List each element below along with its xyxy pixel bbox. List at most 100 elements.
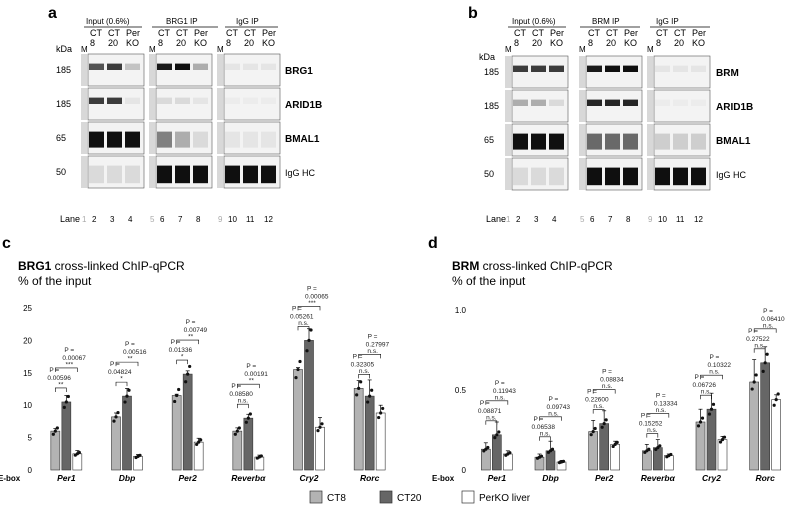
blot-band (531, 99, 546, 106)
sig-mark: ** (58, 381, 64, 388)
bar (642, 450, 652, 471)
category-label: Per1 (488, 473, 507, 483)
data-point (186, 372, 190, 376)
mw-marker: 185 (484, 101, 499, 111)
y-tick-label: 0.5 (455, 386, 467, 395)
p-label: P = (231, 383, 241, 390)
data-point (173, 399, 177, 404)
blot-band (125, 131, 140, 148)
lane-label-bottom: KO (126, 38, 139, 48)
marker-lane (149, 156, 155, 188)
blot-band (623, 167, 638, 186)
blot-band (125, 165, 140, 184)
lane-label-top: Per (692, 28, 706, 38)
data-point (116, 411, 120, 415)
blot-band (89, 131, 104, 148)
data-point (593, 426, 597, 431)
legend-swatch (379, 490, 393, 504)
blot-band (107, 63, 122, 70)
blot-band (605, 133, 620, 150)
marker-lane (505, 56, 511, 88)
marker-lane-label: M (647, 45, 654, 54)
p-label: P = (368, 333, 378, 340)
p-label: P = (641, 413, 651, 420)
data-point (763, 361, 767, 365)
bar (706, 408, 717, 471)
marker-lane-label: M (149, 45, 156, 54)
p-value: 0.22600 (585, 397, 609, 404)
p-label: P = (186, 319, 196, 326)
sig-bracket (237, 403, 249, 409)
p-value: 0.27997 (366, 341, 390, 348)
data-point (320, 422, 324, 426)
blot-target-label: ARID1B (285, 100, 322, 111)
data-point (550, 447, 555, 451)
blot-band (673, 99, 688, 106)
western-blot-a: Input (0.6%) BRG1 IP IgG IP MCT8CT20PerK… (56, 17, 322, 224)
blot-target-label: BMAL1 (716, 136, 751, 147)
p-label: P = (292, 305, 302, 312)
category-label: Reverbα (231, 473, 266, 483)
data-point (355, 393, 359, 397)
data-point (754, 373, 758, 377)
data-point (112, 419, 116, 423)
data-point (55, 426, 59, 430)
bar (771, 399, 781, 471)
data-point (379, 411, 383, 415)
marker-lane (505, 158, 511, 190)
sig-mark: n.s. (709, 369, 720, 376)
data-point (123, 400, 127, 404)
sig-mark: ** (249, 378, 255, 385)
bar (171, 395, 182, 471)
category-label: Rorc (755, 473, 775, 483)
blot-band (261, 97, 276, 104)
data-point (604, 418, 608, 422)
header-igg-b: IgG IP (656, 17, 679, 26)
bar (232, 430, 243, 471)
data-point (359, 380, 363, 384)
y-tick-label: 0 (28, 466, 33, 475)
sig-bracket (176, 359, 188, 365)
p-value: 0.00516 (123, 349, 147, 356)
data-point (357, 386, 361, 390)
lane-word-a: Lane (60, 214, 80, 224)
marker-lane (505, 124, 511, 156)
blot-band (261, 165, 276, 184)
blot-band (157, 63, 172, 70)
data-point (307, 338, 311, 342)
bar (760, 362, 770, 471)
blot-band (549, 167, 564, 186)
data-point (114, 415, 118, 419)
blot-band (513, 133, 528, 150)
sig-mark: n.s. (647, 427, 658, 434)
p-label: P = (110, 361, 120, 368)
mw-marker: 50 (56, 167, 66, 177)
blot-band (175, 165, 190, 184)
sig-mark: n.s. (540, 430, 551, 437)
data-point (698, 420, 703, 424)
lane-number: 9 (648, 215, 653, 224)
blot-band (175, 97, 190, 104)
blot-band (513, 65, 528, 72)
data-point (486, 445, 490, 450)
lane-label-bottom: 8 (514, 38, 519, 48)
sig-mark: ** (188, 334, 194, 341)
lane-number: 6 (160, 215, 165, 224)
lane-number: 7 (178, 215, 183, 224)
p-label: P = (480, 400, 490, 407)
p-value: 0.08871 (478, 408, 502, 415)
lane-label-bottom: 8 (226, 38, 231, 48)
data-point (296, 367, 300, 372)
p-value: 0.13334 (654, 401, 678, 408)
data-point (750, 387, 754, 391)
marker-lane (149, 122, 155, 154)
p-label: P = (549, 396, 559, 403)
chart-title-d-bold: BRM (452, 259, 479, 273)
data-point (235, 429, 239, 433)
lane-number: 2 (516, 215, 521, 224)
lane-number: 7 (608, 215, 613, 224)
marker-lane (579, 56, 585, 88)
data-point (720, 438, 725, 442)
data-point (233, 432, 237, 436)
